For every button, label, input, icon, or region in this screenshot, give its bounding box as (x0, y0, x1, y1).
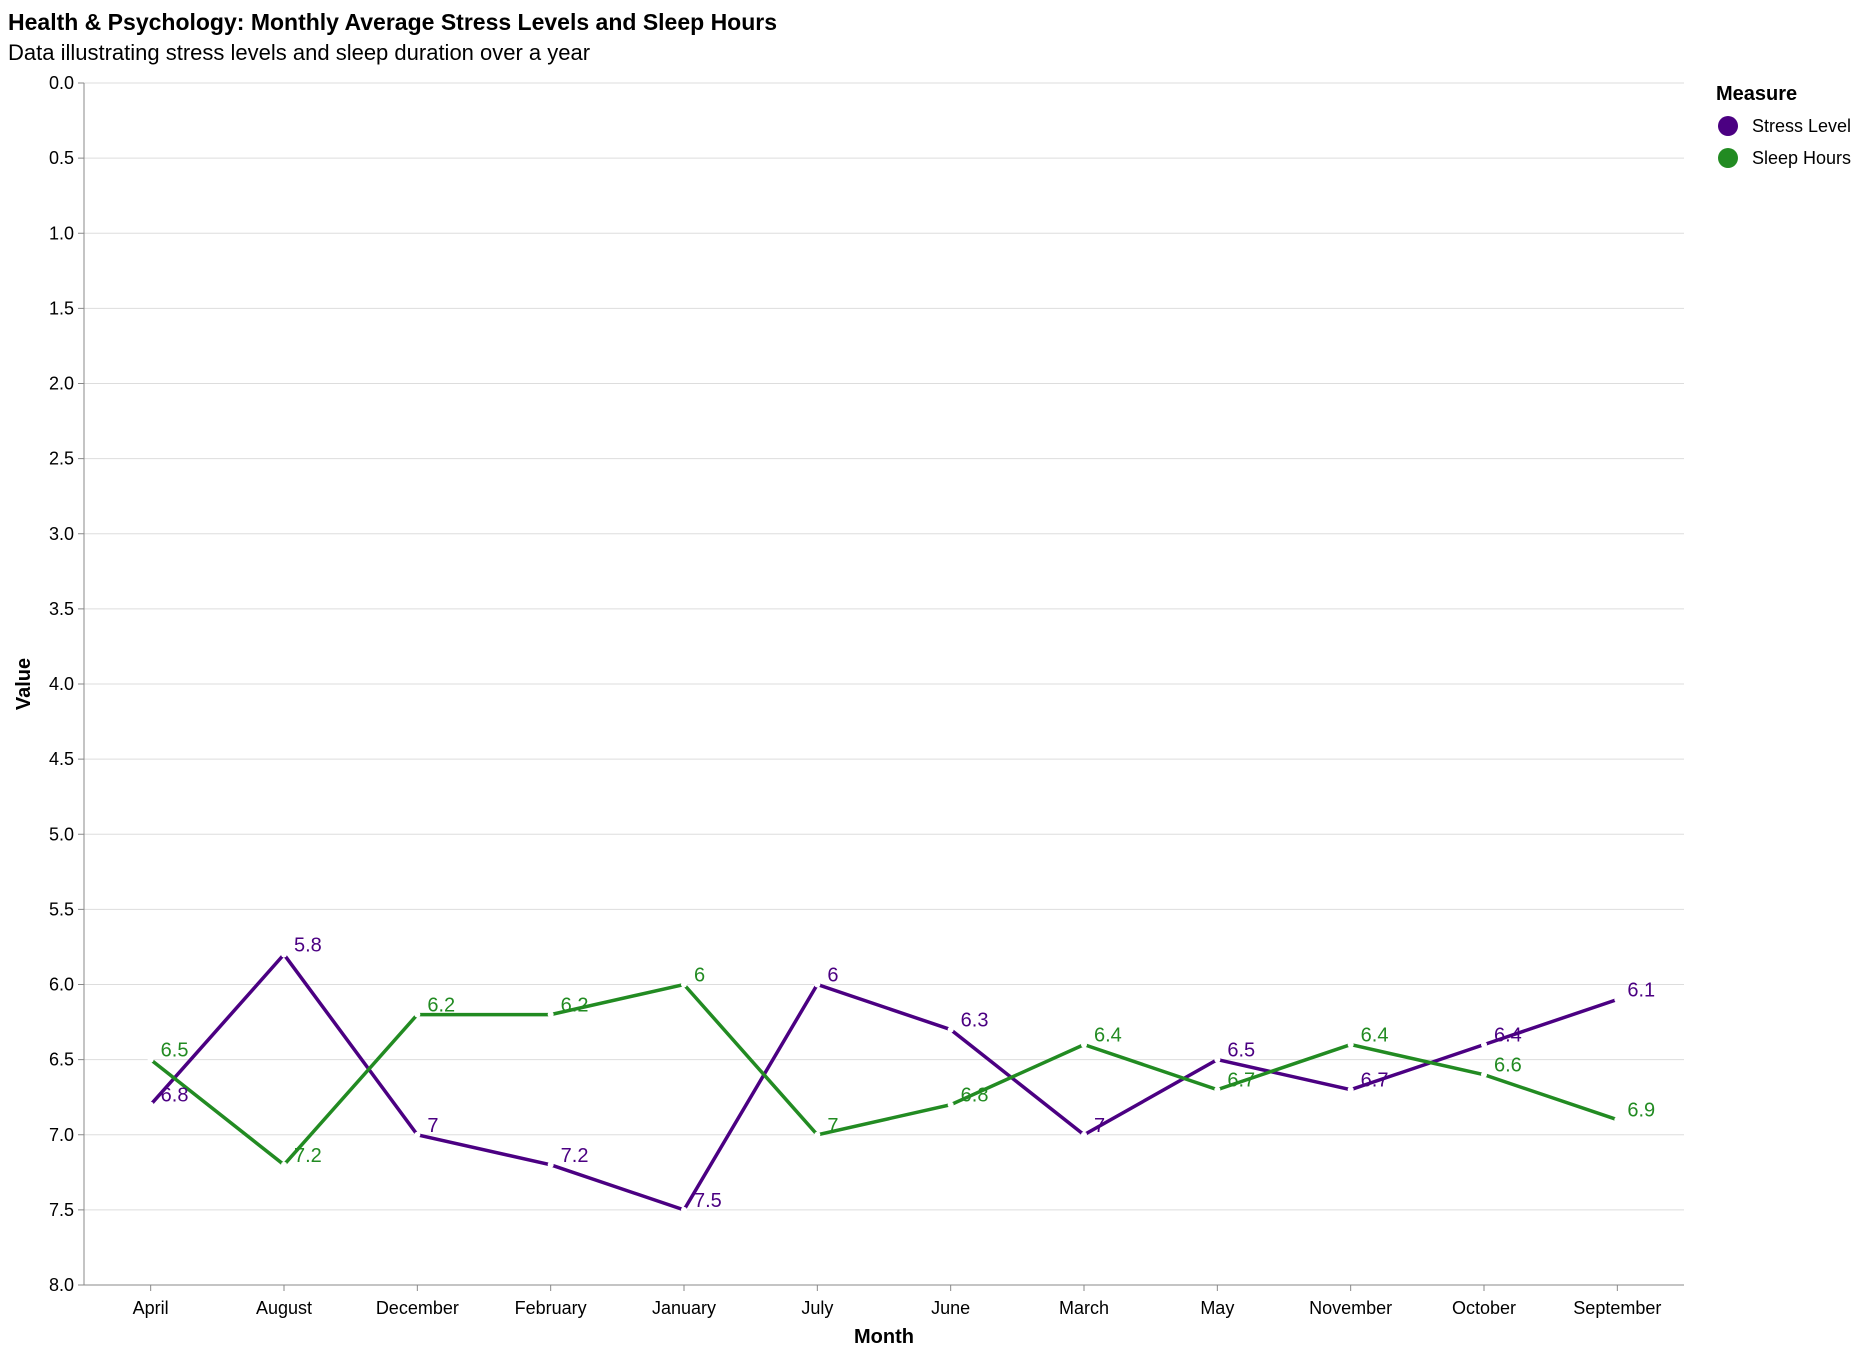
data-point (681, 981, 687, 988)
legend-label: Stress Level (1752, 116, 1851, 136)
y-tick-label: 7.0 (49, 1125, 74, 1145)
data-label: 6.5 (161, 1040, 189, 1062)
data-point (1614, 1116, 1621, 1123)
data-label: 6.9 (1627, 1100, 1655, 1122)
data-point (1214, 1086, 1221, 1093)
y-tick-label: 6.0 (49, 975, 74, 995)
x-tick-label: June (931, 1298, 970, 1318)
data-label: 6.3 (961, 1010, 989, 1032)
legend-label: Sleep Hours (1752, 148, 1851, 168)
data-point (1081, 1131, 1087, 1138)
x-tick-label: February (515, 1298, 587, 1318)
series-line-0 (149, 951, 1618, 1213)
y-tick-label: 0.5 (49, 148, 74, 168)
legend: Measure Stress Level Sleep Hours (1716, 83, 1851, 168)
data-point (681, 1206, 687, 1213)
y-tick-label: 6.5 (49, 1050, 74, 1070)
series-line-1 (149, 982, 1618, 1168)
data-point (947, 1101, 954, 1108)
x-tick-label: December (376, 1298, 459, 1318)
data-label: 6.2 (427, 995, 455, 1017)
legend-swatch (1718, 116, 1738, 136)
y-tick-label: 5.0 (49, 824, 74, 844)
data-point (281, 1161, 287, 1168)
data-label: 7.5 (694, 1190, 722, 1212)
x-tick-label: July (801, 1298, 833, 1318)
data-point (1081, 1041, 1087, 1048)
axes: 0.0 0.5 1.0 1.5 2.0 2.5 3.0 3.5 4.0 4.5 5.0 5.5 6.0 6… (13, 73, 1684, 1348)
x-tick-label: May (1200, 1298, 1234, 1318)
x-tick-label: November (1309, 1298, 1392, 1318)
data-label: 5.8 (294, 934, 322, 956)
data-point (814, 1131, 821, 1138)
y-axis-title: Value (13, 658, 35, 710)
x-tick-label: August (256, 1298, 312, 1318)
data-point (1214, 1056, 1221, 1063)
data-point (1347, 1041, 1354, 1048)
data-point (1614, 996, 1621, 1003)
y-tick-label: 5.5 (49, 899, 74, 919)
data-label: 6.7 (1361, 1070, 1389, 1092)
data-label: 6 (694, 965, 705, 987)
data-point (414, 1011, 421, 1018)
x-tick-label: September (1573, 1298, 1661, 1318)
legend-title: Measure (1716, 83, 1797, 105)
data-point (814, 981, 821, 988)
y-tick-label: 1.5 (49, 298, 74, 318)
y-tick-label: 2.0 (49, 374, 74, 394)
data-label: 6.8 (161, 1085, 189, 1107)
x-tick-label: April (133, 1298, 169, 1318)
data-point (1347, 1086, 1354, 1093)
data-label: 6.5 (1227, 1040, 1255, 1062)
data-point (547, 1011, 554, 1018)
data-point (1481, 1071, 1487, 1078)
data-label: 6.2 (561, 995, 589, 1017)
data-labels: 6.8 5.8 7 7.2 7.5 6 6.3 7 6.5 6.7 6.4 6.1 6.5 7.2 6.2 6… (161, 934, 1655, 1211)
data-label: 6.1 (1627, 980, 1655, 1002)
data-label: 6.8 (961, 1085, 989, 1107)
data-point (147, 1056, 154, 1063)
y-tick-label: 7.5 (49, 1200, 74, 1220)
legend-swatch (1718, 148, 1738, 168)
data-label: 7 (827, 1115, 838, 1137)
data-label: 7.2 (294, 1145, 322, 1167)
x-tick-label: October (1452, 1298, 1516, 1318)
data-point (947, 1026, 954, 1033)
x-tick-label: March (1059, 1298, 1109, 1318)
data-point (1481, 1041, 1487, 1048)
plot-area (147, 951, 1621, 1213)
chart-subtitle: Data illustrating stress levels and slee… (8, 40, 590, 65)
x-tick-label: January (652, 1298, 716, 1318)
data-point (147, 1101, 154, 1108)
data-label: 6 (827, 965, 838, 987)
y-tick-label: 2.5 (49, 449, 74, 469)
y-tick-label: 4.5 (49, 749, 74, 769)
data-label: 7 (1094, 1115, 1105, 1137)
data-label: 6.6 (1494, 1055, 1522, 1077)
y-tick-label: 0.0 (49, 73, 74, 93)
data-label: 6.7 (1227, 1070, 1255, 1092)
grid (84, 82, 1684, 1286)
data-point (281, 951, 287, 958)
data-label: 6.4 (1094, 1025, 1122, 1047)
y-tick-label: 3.5 (49, 599, 74, 619)
data-label: 7.2 (561, 1145, 589, 1167)
y-tick-label: 4.0 (49, 674, 74, 694)
y-tick-label: 1.0 (49, 223, 74, 243)
y-tick-label: 8.0 (49, 1275, 74, 1295)
chart-title: Health & Psychology: Monthly Average Str… (8, 9, 777, 35)
data-point (414, 1131, 421, 1138)
data-point (547, 1161, 554, 1168)
y-tick-label: 3.0 (49, 524, 74, 544)
data-label: 6.4 (1361, 1025, 1389, 1047)
data-label: 7 (427, 1115, 438, 1137)
x-axis-title: Month (854, 1326, 914, 1348)
data-label: 6.4 (1494, 1025, 1522, 1047)
